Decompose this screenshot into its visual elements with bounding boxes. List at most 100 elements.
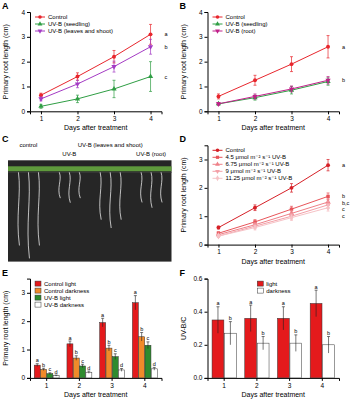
error-bar-cap	[249, 305, 252, 306]
photo-root	[59, 172, 60, 198]
y-tick-label: 0	[21, 374, 25, 381]
photo-root	[38, 172, 39, 245]
y-tick: 3	[199, 33, 208, 40]
error-bar-cap	[55, 375, 58, 376]
error-bar-cap	[253, 100, 256, 101]
error-bar	[107, 345, 110, 351]
legend-item: Control	[213, 14, 245, 20]
x-axis-line	[208, 245, 340, 248]
y-tick-mark	[205, 245, 208, 246]
marker	[252, 95, 257, 100]
bar	[73, 358, 79, 378]
error-bar	[113, 50, 116, 62]
marker	[149, 32, 153, 36]
error-bar	[282, 307, 285, 330]
x-tick-mark	[328, 111, 329, 114]
significance-letter: c	[114, 347, 117, 353]
legend-item: Control light	[35, 281, 76, 287]
error-bar	[217, 226, 220, 229]
y-tick: 0.6	[193, 275, 207, 282]
error-bar-cap	[315, 290, 318, 291]
error-bar	[146, 342, 149, 349]
legend-marker	[216, 149, 220, 153]
error-bar-stem	[56, 375, 57, 376]
error-bar-cap	[39, 96, 42, 97]
legend-label: Control light	[44, 281, 76, 287]
marker	[290, 62, 294, 66]
error-bar-cap	[149, 24, 152, 25]
marker	[217, 226, 221, 230]
x-tick-label: 4	[149, 115, 153, 122]
error-bar-stem	[49, 373, 50, 375]
error-bar-stem	[69, 341, 70, 347]
y-tick-mark	[205, 312, 208, 313]
y-axis: 0123	[199, 146, 208, 248]
panel-title: B	[180, 1, 187, 11]
y-axis-line	[205, 13, 209, 112]
y-tick: 4	[21, 9, 30, 16]
series-line	[41, 77, 151, 107]
annotations: ab	[342, 44, 346, 84]
marker	[290, 214, 294, 220]
y-tick: 1	[21, 346, 30, 353]
error-bar-cap	[327, 170, 330, 171]
error-bar-stem	[88, 371, 89, 373]
significance-letter: a	[249, 299, 253, 305]
error-bar	[42, 368, 45, 370]
y-tick-label: 0	[21, 108, 25, 115]
error-bar	[253, 205, 256, 211]
legend-item: light	[257, 281, 277, 287]
error-bar-stem	[283, 307, 284, 330]
x-tick: 4	[321, 378, 325, 389]
error-bar-cap	[253, 210, 256, 211]
x-tick-label: 1	[217, 248, 221, 255]
error-bar-stem	[43, 368, 44, 370]
error-bar-stem	[108, 345, 109, 351]
y-axis-line	[205, 146, 209, 245]
significance-letter: a	[342, 44, 346, 50]
panel-title: E	[2, 268, 8, 278]
error-bar-cap	[113, 72, 116, 73]
photo-label: UV-B	[62, 151, 76, 157]
y-tick-mark	[205, 12, 208, 13]
legend-marker	[216, 156, 219, 159]
error-bar-cap	[48, 372, 51, 373]
annotations: abc	[165, 31, 169, 79]
photo-label: control	[19, 142, 37, 148]
y-tick: 0	[199, 108, 208, 115]
error-bar-cap	[327, 336, 330, 337]
x-tick-label: 2	[254, 115, 258, 122]
y-tick: 1	[199, 83, 208, 90]
y-tick: 3	[21, 33, 30, 40]
error-bar	[75, 356, 78, 361]
legend-item: 11.25 μmol m⁻² s⁻¹ UV-B	[213, 175, 293, 181]
error-bar	[327, 36, 330, 58]
legend: Control4.5 μmol m⁻² s⁻¹ UV-B6.75 μmol m⁻…	[213, 147, 293, 181]
x-tick-label: 3	[290, 248, 294, 255]
x-tick: 1	[217, 245, 221, 256]
photo-root	[110, 172, 111, 228]
y-tick: 0.0	[193, 374, 207, 381]
x-tick-mark	[144, 378, 145, 381]
error-bar	[81, 364, 84, 367]
error-bar-cap	[216, 306, 219, 307]
legend: Control lightControl darknessUV-B lightU…	[35, 281, 89, 308]
error-bar-cap	[229, 321, 232, 322]
y-axis-title: Primary root length (cm)	[2, 24, 10, 99]
error-bar-stem	[295, 335, 296, 352]
error-bar	[217, 94, 220, 99]
y-tick-mark	[205, 37, 208, 38]
x-tick: 3	[113, 111, 117, 122]
y-tick-mark	[205, 62, 208, 63]
bar	[132, 303, 138, 378]
plot: 012341234Days after treatmentPrimary roo…	[180, 9, 347, 133]
photo-seedlings	[8, 166, 172, 171]
legend-marker	[38, 21, 43, 25]
error-bar-stem	[141, 333, 142, 342]
error-bar-cap	[327, 83, 330, 84]
legend-marker	[38, 15, 42, 19]
y-axis: 0123	[21, 279, 30, 381]
error-bar-cap	[39, 108, 42, 109]
x-tick-mark	[328, 245, 329, 248]
x-tick-label: 4	[143, 382, 147, 389]
